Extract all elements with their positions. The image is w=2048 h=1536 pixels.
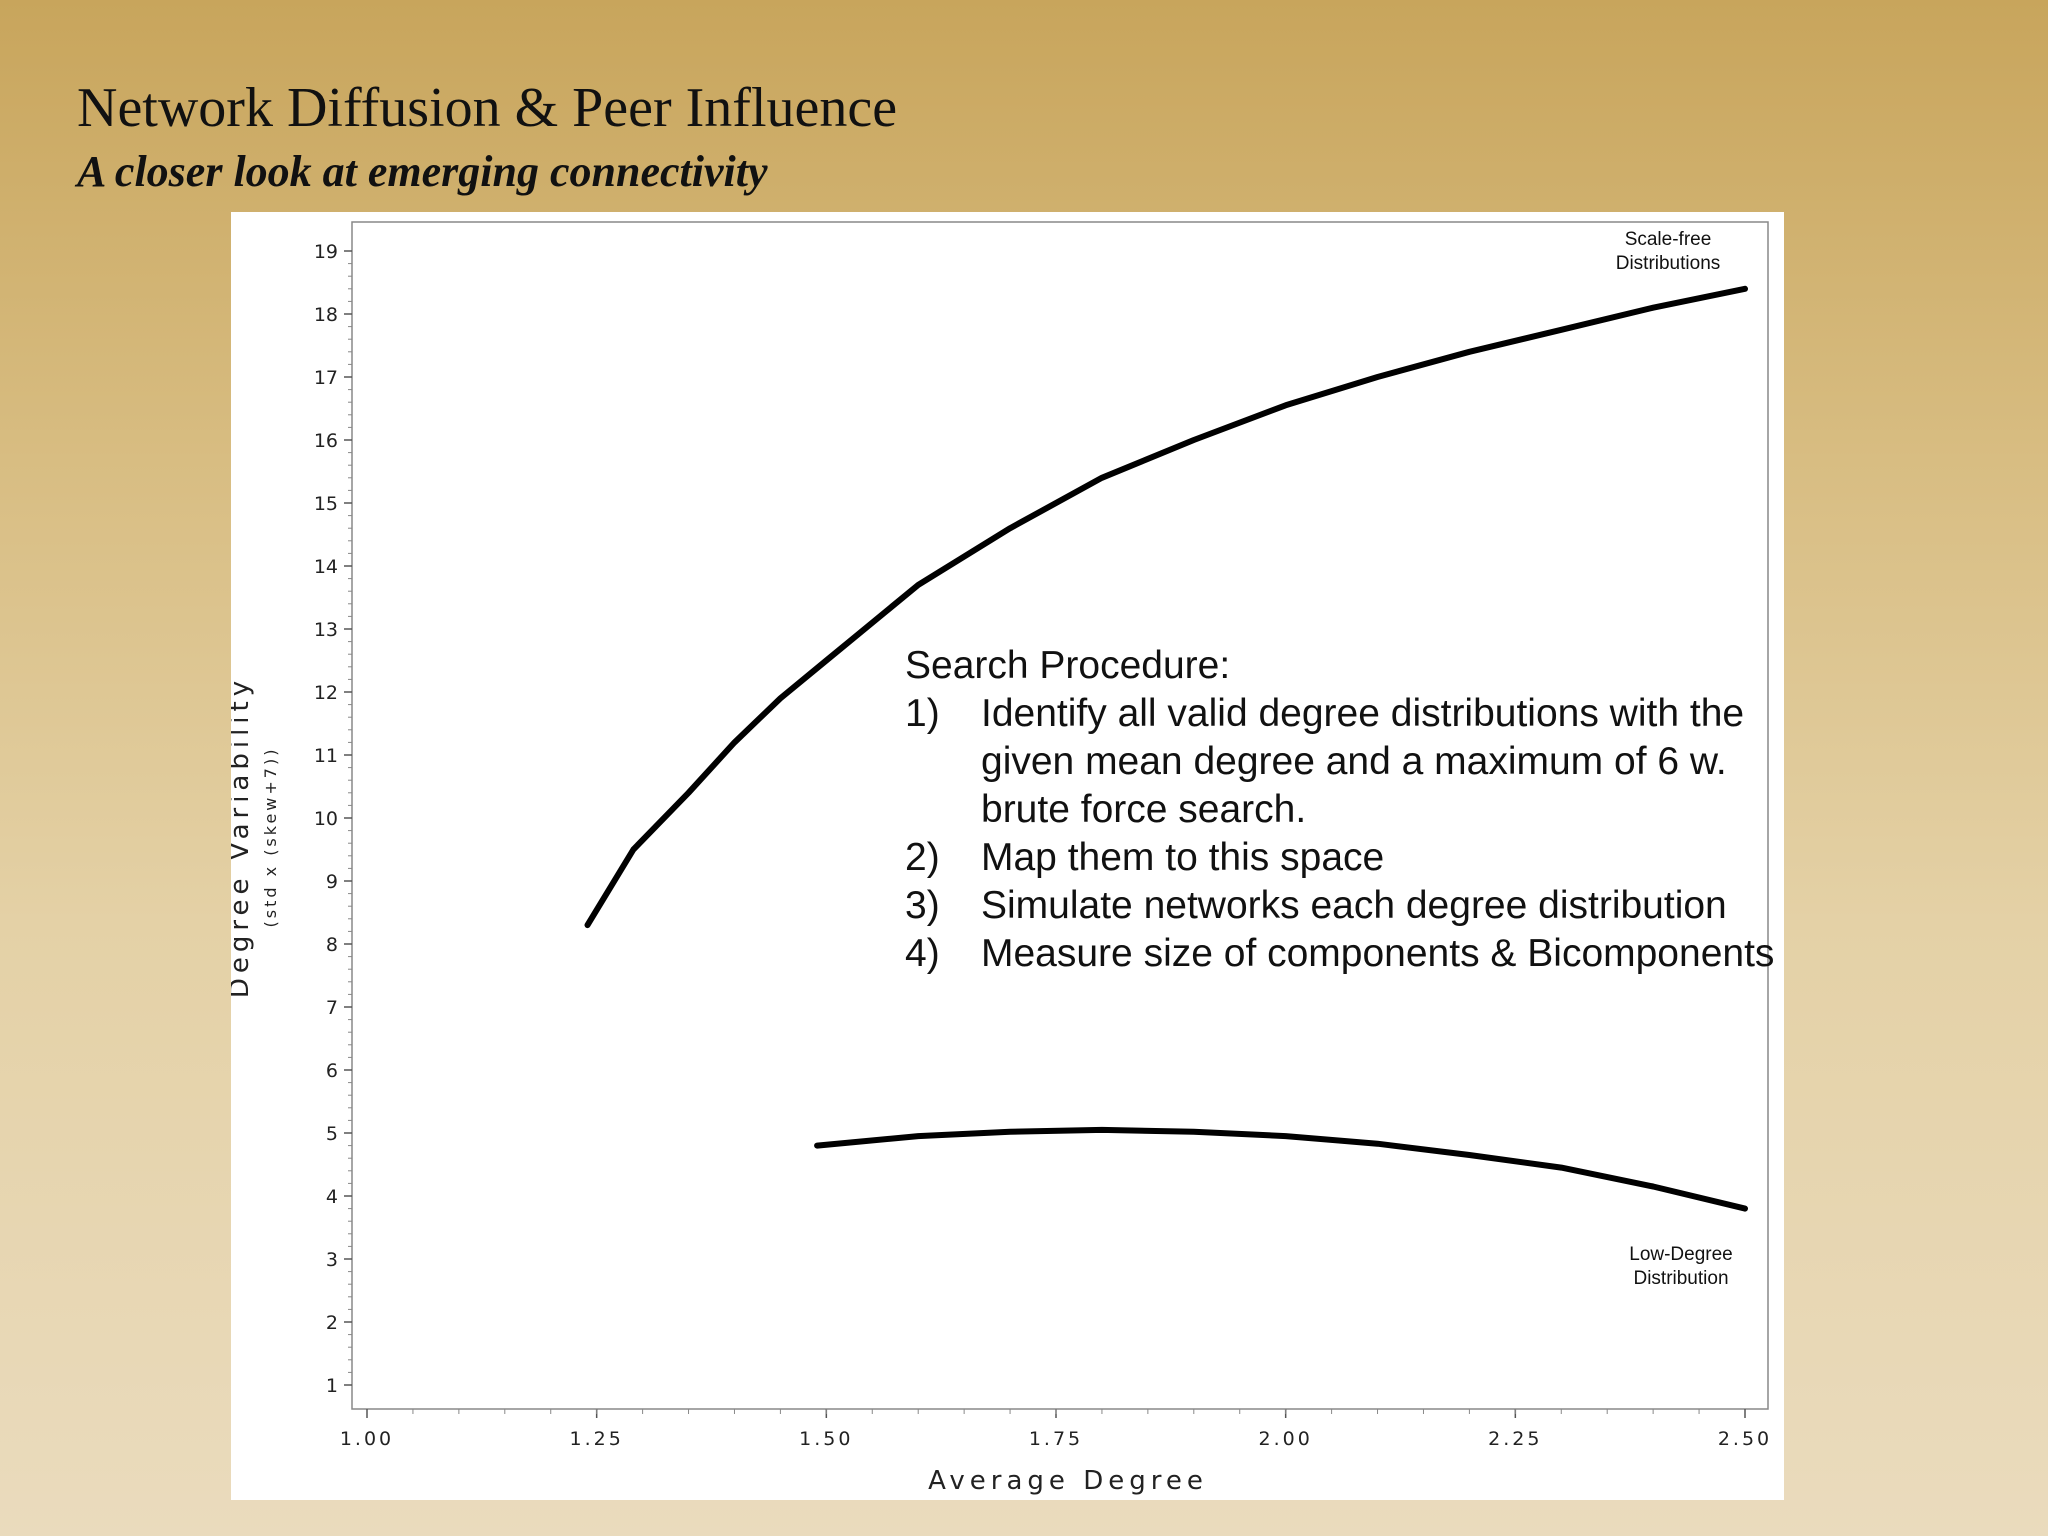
x-tick-label: 2.00 (1259, 1428, 1313, 1450)
x-tick-label: 1.75 (1029, 1428, 1083, 1450)
search-step: 1) Identify all valid degree distributio… (905, 690, 1785, 834)
search-procedure-list: 1) Identify all valid degree distributio… (905, 690, 1785, 978)
x-tick-label: 2.50 (1718, 1428, 1772, 1450)
step-text: Measure size of components & Bicomponent… (981, 932, 1775, 975)
scale-free-series-line (584, 285, 1748, 929)
y-tick-label: 10 (314, 808, 338, 830)
chart-panel: 1 2 3 4 5 6 7 8 9 10 11 12 13 14 15 16 17 18 19 1.00 1.25 1.… (231, 212, 1784, 1500)
y-tick-label: 1 (326, 1375, 338, 1397)
x-axis-title: Average Degree (928, 1466, 1208, 1496)
search-procedure-heading: Search Procedure: (905, 644, 1231, 687)
low-degree-series-line (814, 1126, 1748, 1212)
step-text: Map them to this space (981, 836, 1385, 879)
search-step: 4) Measure size of components & Bicompon… (905, 930, 1785, 978)
y-tick-label: 19 (314, 241, 338, 263)
y-tick-label: 2 (326, 1312, 338, 1334)
x-axis: 1.00 1.25 1.50 1.75 2.00 2.25 2.50 (340, 1409, 1772, 1450)
y-tick-label: 11 (314, 745, 338, 767)
step-text: Identify all valid degree distributions … (981, 692, 1745, 831)
step-number: 2) (905, 836, 940, 879)
y-tick-label: 8 (326, 934, 338, 956)
x-tick-label: 1.50 (799, 1428, 853, 1450)
step-text: Simulate networks each degree distributi… (981, 884, 1727, 927)
low-degree-label-line-2: Distribution (1633, 1268, 1728, 1289)
x-tick-label: 1.00 (340, 1428, 394, 1450)
y-axis-title: Degree Variability (231, 676, 255, 998)
scale-free-label-line-1: Scale-free (1625, 229, 1712, 250)
x-tick-label: 2.25 (1488, 1428, 1542, 1450)
y-tick-label: 12 (314, 682, 338, 704)
y-tick-label: 14 (314, 556, 338, 578)
step-number: 4) (905, 932, 940, 975)
step-number: 3) (905, 884, 940, 927)
y-tick-label: 9 (326, 871, 338, 893)
y-tick-label: 16 (314, 430, 338, 452)
low-degree-label-line-1: Low-Degree (1629, 1244, 1733, 1265)
series-layer (584, 285, 1748, 1212)
x-tick-label: 1.25 (570, 1428, 624, 1450)
y-tick-label: 18 (314, 304, 338, 326)
y-tick-label: 15 (314, 493, 338, 515)
y-tick-label: 5 (326, 1123, 338, 1145)
y-axis-subtitle: (std x (skew+7)) (261, 747, 280, 928)
y-tick-label: 3 (326, 1249, 338, 1271)
search-step: 3) Simulate networks each degree distrib… (905, 882, 1785, 930)
slide-title: Network Diffusion & Peer Influence (77, 77, 898, 139)
search-procedure-box: Search Procedure: 1) Identify all valid … (905, 642, 1785, 978)
step-number: 1) (905, 692, 940, 735)
y-tick-label: 4 (326, 1186, 338, 1208)
slide-subtitle: A closer look at emerging connectivity (77, 147, 768, 196)
y-tick-label: 13 (314, 619, 338, 641)
scale-free-label-line-2: Distributions (1616, 253, 1721, 274)
y-tick-label: 7 (326, 997, 338, 1019)
plot-frame (351, 221, 1769, 1410)
search-step: 2) Map them to this space (905, 834, 1785, 882)
y-tick-label: 17 (314, 367, 338, 389)
y-tick-label: 6 (326, 1060, 338, 1082)
